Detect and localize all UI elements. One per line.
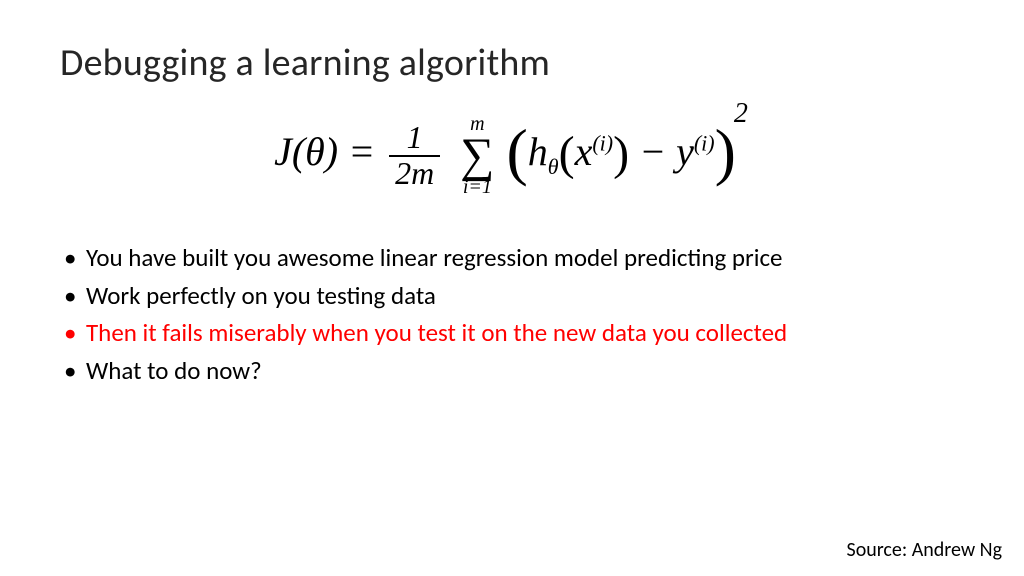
bullet-item-highlight: Then it fails miserably when you test it… xyxy=(64,314,964,352)
fraction-numerator: 1 xyxy=(389,121,440,157)
minus-symbol: − xyxy=(629,129,676,174)
squared-exponent: 2 xyxy=(734,98,748,129)
sum-lower: i=1 xyxy=(460,177,494,197)
bullet-item: What to do now? xyxy=(64,352,964,390)
x-symbol: x xyxy=(575,129,593,174)
source-attribution: Source: Andrew Ng xyxy=(847,538,1003,562)
slide: Debugging a learning algorithm J(θ) = 1 … xyxy=(0,0,1024,576)
bullet-item: Work perfectly on you testing data xyxy=(64,277,964,315)
summation: m ∑ i=1 xyxy=(460,114,494,197)
slide-title: Debugging a learning algorithm xyxy=(60,40,964,86)
close-paren-icon: ) xyxy=(715,116,736,187)
formula-container: J(θ) = 1 2m m ∑ i=1 (hθ(x(i)) − y(i))2 xyxy=(60,114,964,197)
theta-subscript: θ xyxy=(548,154,559,179)
open-paren-small-icon: ( xyxy=(559,127,575,180)
fraction-denominator: 2m xyxy=(389,157,440,191)
y-symbol: y xyxy=(676,129,694,174)
open-paren-icon: ( xyxy=(506,116,527,187)
bullet-item: You have built you awesome linear regres… xyxy=(64,239,964,277)
close-paren-small-icon: ) xyxy=(613,127,629,180)
h-symbol: h xyxy=(528,129,548,174)
bullet-list: You have built you awesome linear regres… xyxy=(60,239,964,389)
sigma-icon: ∑ xyxy=(460,134,494,177)
cost-function-formula: J(θ) = 1 2m m ∑ i=1 (hθ(x(i)) − y(i))2 xyxy=(274,114,750,197)
x-superscript: (i) xyxy=(592,130,613,155)
formula-fraction: 1 2m xyxy=(389,121,440,190)
formula-lhs: J(θ) = xyxy=(274,129,385,174)
y-superscript: (i) xyxy=(694,130,715,155)
